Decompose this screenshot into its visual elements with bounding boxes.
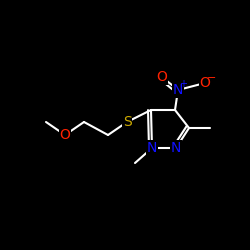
Text: +: + bbox=[179, 79, 187, 89]
Text: O: O bbox=[156, 70, 168, 84]
Text: N: N bbox=[147, 141, 157, 155]
Text: O: O bbox=[200, 76, 210, 90]
Text: S: S bbox=[122, 115, 132, 129]
Text: N: N bbox=[173, 83, 183, 97]
Text: O: O bbox=[60, 128, 70, 142]
Text: N: N bbox=[171, 141, 181, 155]
Text: −: − bbox=[207, 73, 217, 83]
